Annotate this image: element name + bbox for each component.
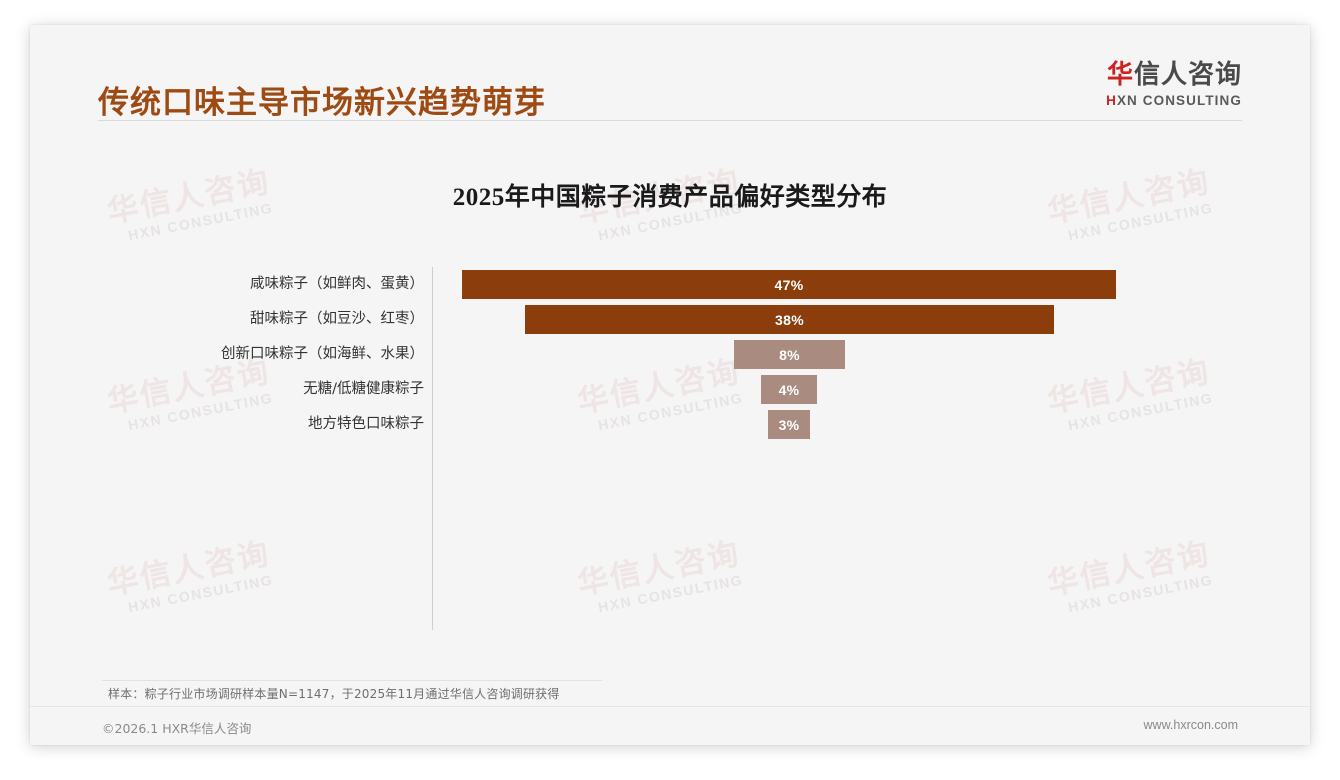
chart-bar-value: 4% — [778, 381, 800, 398]
chart-container: 2025年中国粽子消费产品偏好类型分布 咸味粽子（如鲜肉、蛋黄） 47% 甜味粽子（… — [30, 147, 1310, 667]
chart-category-label: 无糖/低糖健康粽子 — [303, 381, 424, 397]
chart-bar-row: 创新口味粽子（如海鲜、水果） 8% — [30, 337, 1310, 372]
chart-bars: 咸味粽子（如鲜肉、蛋黄） 47% 甜味粽子（如豆沙、红枣） 38% 创新口味粽子（如海鲜… — [30, 267, 1310, 442]
chart-bar-row: 无糖/低糖健康粽子 4% — [30, 372, 1310, 407]
page-title: 传统口味主导市场新兴趋势萌芽 — [98, 85, 546, 121]
chart-bar-track: 8% — [432, 337, 1310, 372]
chart-bar-value: 3% — [778, 416, 800, 433]
chart-category-label: 地方特色口味粽子 — [308, 416, 424, 432]
chart-axis-line — [432, 267, 433, 630]
chart-plot-area: 咸味粽子（如鲜肉、蛋黄） 47% 甜味粽子（如豆沙、红枣） 38% 创新口味粽子（如海鲜… — [30, 257, 1310, 632]
chart-bar-value: 38% — [775, 311, 804, 328]
chart-category-label: 甜味粽子（如豆沙、红枣） — [250, 311, 424, 327]
slide-card: 华信人咨询 HXN CONSULTING 华信人咨询 HXN CONSULTIN… — [30, 25, 1310, 745]
header-divider — [98, 120, 1242, 121]
website-link[interactable]: www.hxrcon.com — [1143, 718, 1238, 732]
chart-bar-value: 8% — [779, 346, 800, 363]
chart-category-label: 创新口味粽子（如海鲜、水果） — [221, 346, 424, 362]
chart-category-label: 咸味粽子（如鲜肉、蛋黄） — [250, 276, 424, 292]
chart-title: 2025年中国粽子消费产品偏好类型分布 — [452, 184, 888, 211]
chart-bar-track: 3% — [432, 407, 1310, 442]
slide-header: 传统口味主导市场新兴趋势萌芽 华信人咨询 HXN CONSULTING — [30, 25, 1310, 147]
chart-bar[interactable]: 38% — [525, 305, 1054, 334]
logo-chinese-name: 华信人咨询 — [1106, 60, 1242, 90]
source-divider — [102, 680, 602, 681]
chart-bar-row: 甜味粽子（如豆沙、红枣） 38% — [30, 302, 1310, 337]
chart-bar[interactable]: 4% — [761, 375, 817, 404]
logo-cn-rest: 信人咨询 — [1133, 60, 1242, 90]
chart-bar[interactable]: 47% — [462, 270, 1116, 299]
chart-bar[interactable]: 3% — [768, 410, 810, 439]
chart-bar[interactable]: 8% — [734, 340, 845, 369]
copyright-text: ©2026.1 HXR华信人咨询 — [102, 721, 252, 736]
slide-footer: ©2026.1 HXR华信人咨询 www.hxrcon.com — [30, 706, 1310, 745]
company-logo: 华信人咨询 HXN CONSULTING — [1106, 60, 1242, 108]
chart-bar-value: 47% — [774, 276, 804, 293]
source-note: 样本：粽子行业市场调研样本量N=1147，于2025年11月通过华信人咨询调研获… — [108, 687, 560, 701]
chart-bar-row: 地方特色口味粽子 3% — [30, 407, 1310, 442]
logo-cn-accent: 华 — [1106, 60, 1134, 90]
logo-english-name: HXN CONSULTING — [1106, 93, 1242, 108]
chart-bar-track: 38% — [432, 302, 1310, 337]
chart-bar-row: 咸味粽子（如鲜肉、蛋黄） 47% — [30, 267, 1310, 302]
logo-en-rest: XN CONSULTING — [1116, 93, 1242, 109]
chart-bar-track: 4% — [432, 372, 1310, 407]
chart-bar-track: 47% — [432, 267, 1310, 302]
logo-en-accent: H — [1106, 93, 1117, 109]
